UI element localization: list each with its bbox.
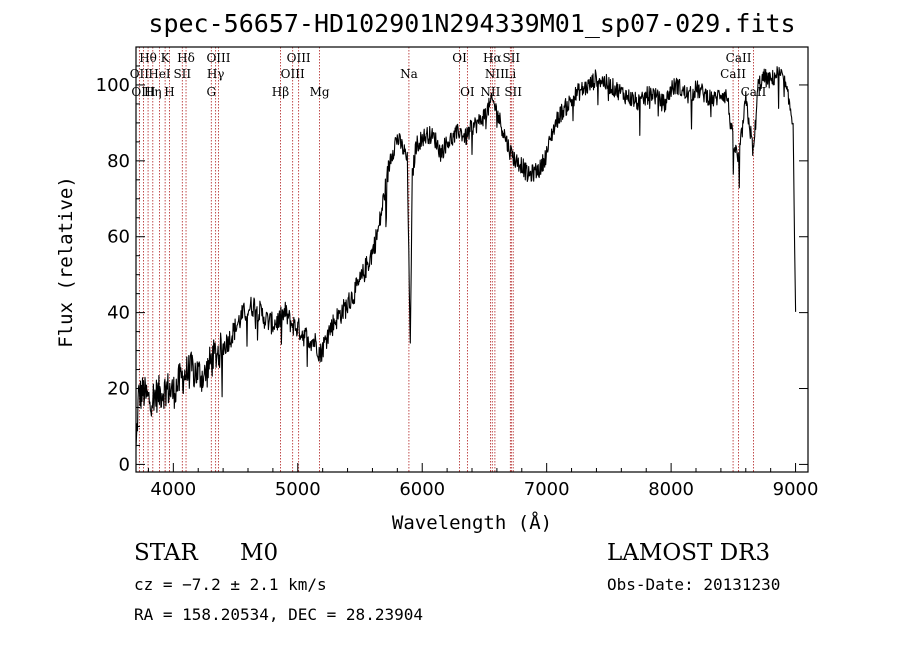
chart-title: spec-56657-HD102901N294339M01_sp07-029.f… — [148, 9, 795, 38]
line-marker-label: SII — [173, 67, 191, 81]
line-marker-label: HeI — [148, 67, 171, 81]
spectral-subclass: M0 — [240, 540, 278, 566]
x-tick-label: 4000 — [150, 479, 196, 500]
x-axis-label: Wavelength (Å) — [392, 511, 552, 534]
x-tick-label: 8000 — [648, 479, 694, 500]
line-marker-label: Hθ — [139, 51, 157, 65]
line-marker-label: Na — [400, 67, 418, 81]
line-marker-label: Mg — [310, 85, 330, 99]
line-marker-label: CaII — [720, 67, 746, 81]
x-tick-label: 9000 — [773, 479, 819, 500]
y-axis-ticks: 0 20 40 60 80 100 — [96, 65, 808, 475]
y-tick-label: 80 — [107, 151, 130, 172]
x-tick-label: 5000 — [275, 479, 321, 500]
emission-line-markers — [138, 47, 754, 472]
survey-name: LAMOST DR3 — [607, 540, 770, 566]
plot-frame — [135, 46, 809, 473]
line-marker-label: NII — [485, 67, 505, 81]
line-marker-label: CaII — [726, 51, 752, 65]
line-marker-label: OIII — [131, 85, 155, 99]
y-tick-label: 0 — [119, 454, 130, 475]
line-marker-label: Hη — [144, 85, 162, 99]
line-marker-label: OI — [452, 51, 467, 65]
line-marker-label: SII — [504, 85, 522, 99]
sky-coordinates: RA = 158.20534, DEC = 28.23904 — [134, 605, 423, 624]
line-marker-label: Li — [504, 67, 516, 81]
line-marker-label: Hα — [483, 51, 502, 65]
line-marker-label: OI — [460, 85, 475, 99]
line-marker-label: SII — [502, 51, 520, 65]
line-marker-label: OIII — [287, 51, 311, 65]
y-tick-label: 40 — [107, 303, 130, 324]
line-marker-label: Hδ — [177, 51, 195, 65]
line-marker-label: G — [206, 85, 216, 99]
line-marker-label: OIII — [281, 67, 305, 81]
redshift-cz: cz = −7.2 ± 2.1 km/s — [134, 575, 327, 594]
x-tick-label: 6000 — [399, 479, 445, 500]
y-tick-label: 60 — [107, 227, 130, 248]
spectrum-line — [135, 66, 797, 448]
y-tick-label: 20 — [107, 379, 130, 400]
line-marker-label: CaII — [741, 85, 767, 99]
line-marker-label: OII — [130, 67, 150, 81]
x-tick-label: 7000 — [524, 479, 570, 500]
line-marker-label: K — [161, 51, 171, 65]
x-axis-ticks: 4000 5000 6000 7000 8000 9000 — [147, 463, 819, 500]
line-marker-label: H — [164, 85, 174, 99]
observation-date: Obs-Date: 20131230 — [607, 575, 780, 594]
line-marker-label: Hβ — [272, 85, 289, 99]
object-type: STAR — [134, 540, 198, 566]
line-marker-label: Hγ — [207, 67, 225, 81]
line-marker-label: OIII — [206, 51, 230, 65]
emission-line-labels: Hθ OII OIII K HeI Hη SII H Hδ OIII Hγ G Hβ OIII OIII Mg… — [130, 51, 767, 99]
line-marker-label: NII — [480, 85, 500, 99]
y-axis-label: Flux (relative) — [55, 176, 77, 348]
y-tick-label: 100 — [96, 75, 130, 96]
